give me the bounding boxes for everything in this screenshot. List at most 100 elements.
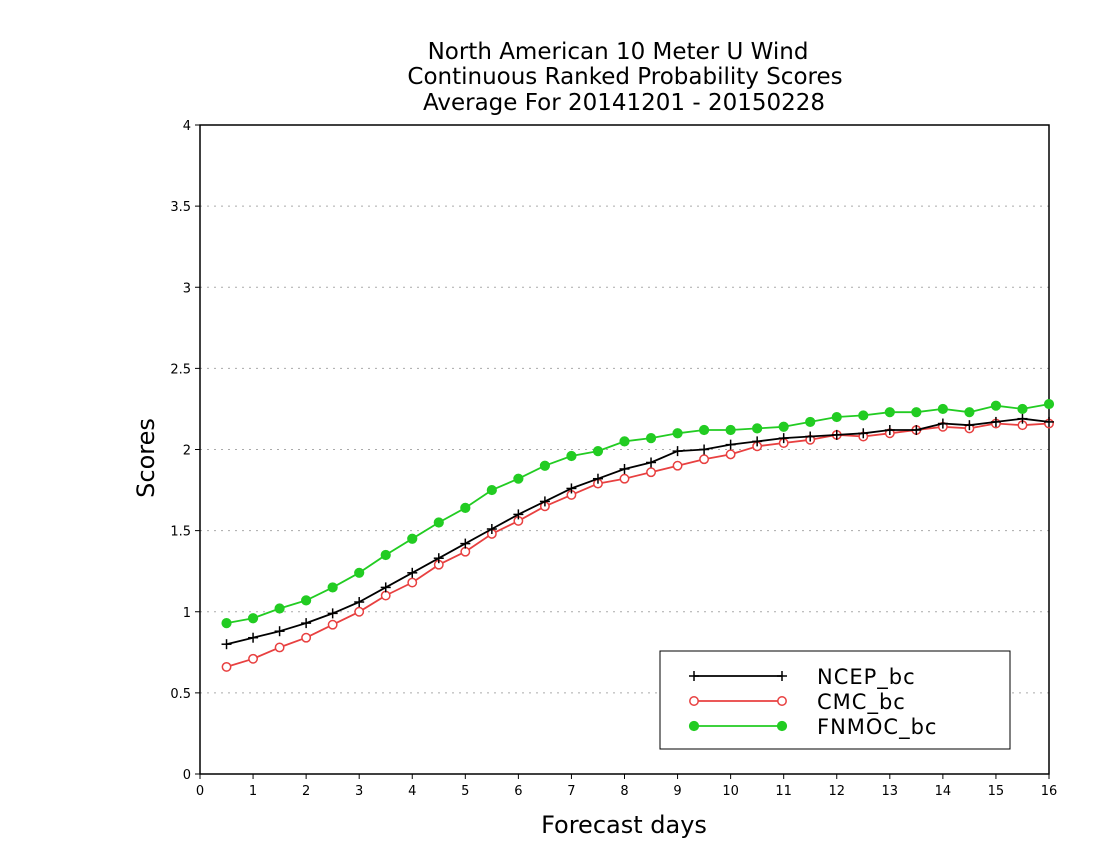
data-point [752,436,763,447]
data-point [990,400,1002,411]
x-tick-label: 4 [408,784,416,799]
data-point [725,449,736,460]
y-tick-label: 4 [183,119,191,134]
x-tick-label: 8 [620,784,628,799]
x-tick-label: 12 [828,784,845,799]
legend-label: FNMOC_bc [817,715,937,740]
legend-marker [777,696,787,706]
legend-marker [688,720,700,732]
legend-box [659,650,1011,750]
data-point [354,597,365,608]
data-point [248,632,259,643]
data-point [460,502,471,514]
data-point [327,608,338,619]
data-point [884,407,895,418]
data-point [566,483,577,494]
data-point [539,496,550,507]
legend-marker [776,720,788,732]
data-point [990,416,1001,427]
data-point [831,411,842,423]
data-point [566,450,577,462]
series-layer [221,398,1055,672]
data-point [884,425,895,436]
data-point [831,429,842,440]
data-point [619,473,630,484]
data-point [778,433,789,444]
title-line-3: Average For 20141201 - 20150228 [423,90,825,116]
title-line-1: North American 10 Meter U Wind [428,39,809,65]
x-tick-label: 15 [988,784,1005,799]
x-tick-label: 13 [882,784,899,799]
data-point [1043,398,1055,410]
data-point [301,595,312,606]
data-point [752,423,763,434]
data-point [407,567,418,578]
data-point [699,444,710,455]
data-point [592,446,604,457]
data-point [699,454,710,465]
series-FNMOC_bc [221,398,1055,629]
data-point [354,606,365,617]
data-point [460,546,471,557]
legend-label: NCEP_bc [817,665,916,690]
y-tick-label: 0.5 [170,687,191,702]
data-point [221,639,232,650]
y-tick-label: 1 [183,606,191,621]
data-point [433,517,444,528]
data-point [274,603,285,614]
data-point [646,457,657,468]
data-point [725,424,736,436]
data-point [592,473,603,484]
data-point [301,632,312,643]
data-point [407,577,418,588]
data-point [274,642,285,653]
data-point [513,473,524,484]
x-tick-label: 16 [1041,784,1058,799]
x-tick-label: 3 [355,784,363,799]
data-point [274,626,285,637]
data-point [327,582,338,593]
data-point [646,467,656,478]
data-point [433,553,444,564]
data-point [858,428,869,439]
legend-item-FNMOC_bc: FNMOC_bc [688,715,937,740]
data-point [858,410,869,421]
data-point [937,403,948,415]
y-tick-label: 3.5 [170,200,191,215]
data-point [380,549,391,561]
data-point [460,538,471,549]
y-tick-label: 3 [183,281,191,296]
data-point [301,618,312,629]
data-point [354,567,365,578]
data-point [805,431,816,442]
data-point [911,425,922,436]
legend-item-NCEP_bc: NCEP_bc [689,665,916,690]
grid-lines [200,205,1049,694]
data-point [672,446,683,457]
data-point [698,424,710,436]
x-axis-label: Forecast days [541,811,707,839]
data-point [407,533,418,544]
data-point [486,484,497,496]
legend-label: CMC_bc [817,690,906,715]
data-point [672,428,683,439]
data-point [247,613,259,624]
data-point [1017,413,1028,424]
data-point [778,421,789,432]
series-NCEP_bc [221,413,1054,650]
x-tick-label: 11 [775,784,792,799]
x-tick-label: 6 [514,784,522,799]
data-point [1017,403,1028,415]
x-axis: 0 1 2 3 4 5 6 7 8 9 10 11 12 13 14 15 16 [196,774,1057,799]
data-point [645,433,657,444]
x-tick-label: 7 [567,784,575,799]
data-point [725,439,736,450]
data-point [1044,416,1054,427]
data-point [964,420,975,431]
series-line [226,417,1050,646]
y-tick-label: 2 [183,444,191,459]
y-axis-label: Scores [132,418,160,498]
data-point [619,436,630,447]
